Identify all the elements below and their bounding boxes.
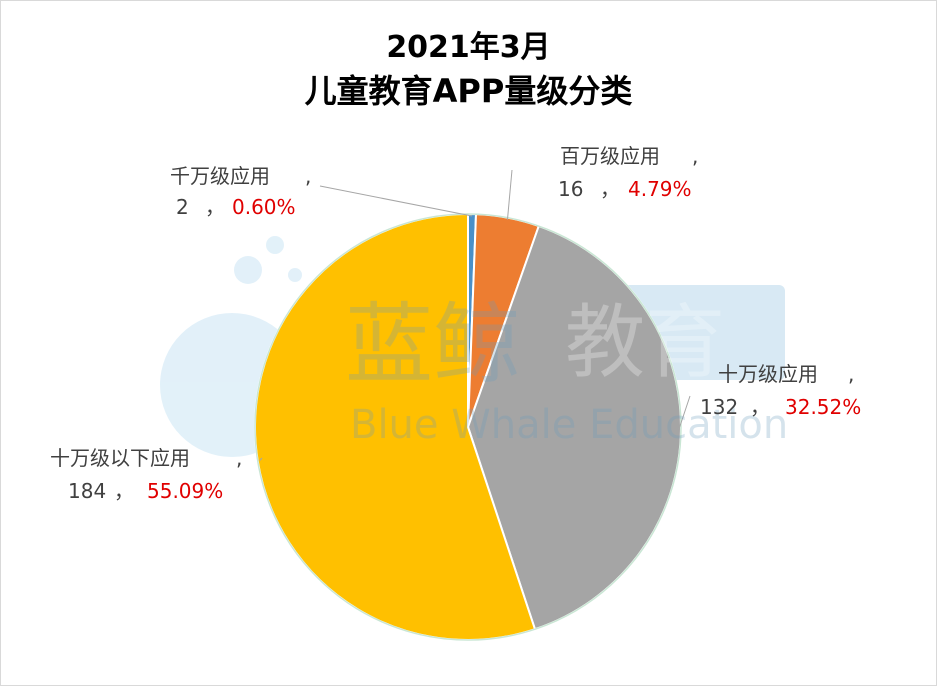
chart-title-line1: 2021年3月 [386, 30, 551, 65]
pie-outline [254, 213, 682, 641]
leader-line [319, 185, 473, 217]
leader-lines [259, 169, 691, 461]
leader-line [506, 169, 513, 220]
slice-percent-label: 0.60% [232, 195, 296, 219]
water-drop-icon [234, 256, 262, 284]
label-comma: ， [600, 177, 620, 201]
slice-value-label: 2 [176, 195, 189, 219]
slice-percent-label: 4.79% [628, 177, 692, 201]
leader-line [259, 457, 263, 461]
slice-value-label: 16 [558, 177, 583, 201]
chart-title-line2: 儿童教育APP量级分类 [304, 72, 633, 110]
slice-value-label: 184 [68, 479, 106, 503]
slice-name-label: 千万级应用 [170, 164, 270, 188]
watermark-text: 蓝鲸 教育 Blue Whale Education [345, 293, 788, 448]
data-label-below: 十万级以下应用 , 184 ， 55.09% [50, 446, 242, 503]
label-comma: , [848, 362, 854, 386]
slice-value-label: 132 [700, 395, 738, 419]
label-comma: ， [114, 479, 134, 503]
data-label-qianwan: 千万级应用 , 2 ， 0.60% [170, 164, 311, 219]
watermark-cn: 蓝鲸 [345, 293, 521, 396]
label-comma: ， [750, 395, 770, 419]
pie-slices [254, 212, 682, 641]
data-label-shiwan: 十万级应用 , 132 ， 32.52% [700, 362, 861, 419]
label-comma: , [692, 144, 698, 168]
slice-name-label: 百万级应用 [560, 144, 660, 168]
slice-name-label: 十万级以下应用 [50, 446, 190, 470]
water-drop-icon [266, 236, 284, 254]
water-drop-icon [288, 268, 302, 282]
label-comma: , [236, 446, 242, 470]
watermark-cn-box: 教育 [565, 296, 725, 389]
label-comma: ， [205, 195, 225, 219]
slice-name-label: 十万级应用 [718, 362, 818, 386]
slice-percent-label: 55.09% [147, 479, 223, 503]
watermark-en: Blue Whale Education [350, 402, 788, 448]
slice-percent-label: 32.52% [785, 395, 861, 419]
leader-line [678, 395, 691, 430]
label-comma: , [305, 164, 311, 188]
data-label-baiwan: 百万级应用 , 16 ， 4.79% [558, 144, 698, 201]
